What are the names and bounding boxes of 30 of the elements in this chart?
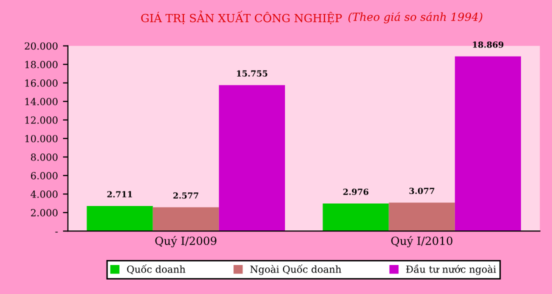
data-label: 18.869 xyxy=(473,41,504,48)
legend-label: Ngoài Quốc doanh xyxy=(250,264,342,275)
y-tick-label: 16.000 xyxy=(25,79,58,87)
data-label: 2.577 xyxy=(173,192,198,199)
legend-label: Quốc doanh xyxy=(127,264,186,274)
chart-title: GIÁ TRỊ SẢN XUẤT CÔNG NGHIỆP xyxy=(141,10,342,24)
y-tick-label: 20.000 xyxy=(24,42,58,50)
bar xyxy=(86,206,153,232)
bar xyxy=(152,207,219,232)
y-tick-label: 12.000 xyxy=(25,116,58,124)
y-tick-label: 6.000 xyxy=(30,172,58,180)
y-tick-label: 10.000 xyxy=(25,134,58,142)
x-tick-label: Quý I/2009 xyxy=(155,236,216,248)
x-tick-label: Quý I/2010 xyxy=(391,236,452,248)
y-tick-label: 18.000 xyxy=(25,60,58,68)
data-label: 3.077 xyxy=(409,188,434,194)
chart-subtitle: (Theo giá so sánh 1994) xyxy=(348,12,482,24)
y-tick-label: 14.000 xyxy=(25,98,58,106)
bar xyxy=(388,202,455,232)
bar xyxy=(322,204,389,232)
y-tick-label: - xyxy=(55,232,58,233)
data-label: 2.976 xyxy=(343,188,368,195)
data-label: 15.755 xyxy=(237,70,268,77)
bar xyxy=(218,85,285,232)
y-tick-label: 4.000 xyxy=(30,190,58,198)
y-tick-label: 2.000 xyxy=(31,209,58,216)
data-label: 2.711 xyxy=(107,191,132,198)
legend-label: Đầu tư nước ngoài xyxy=(406,264,496,275)
bar xyxy=(454,56,521,232)
y-tick-label: 8.000 xyxy=(30,153,58,161)
